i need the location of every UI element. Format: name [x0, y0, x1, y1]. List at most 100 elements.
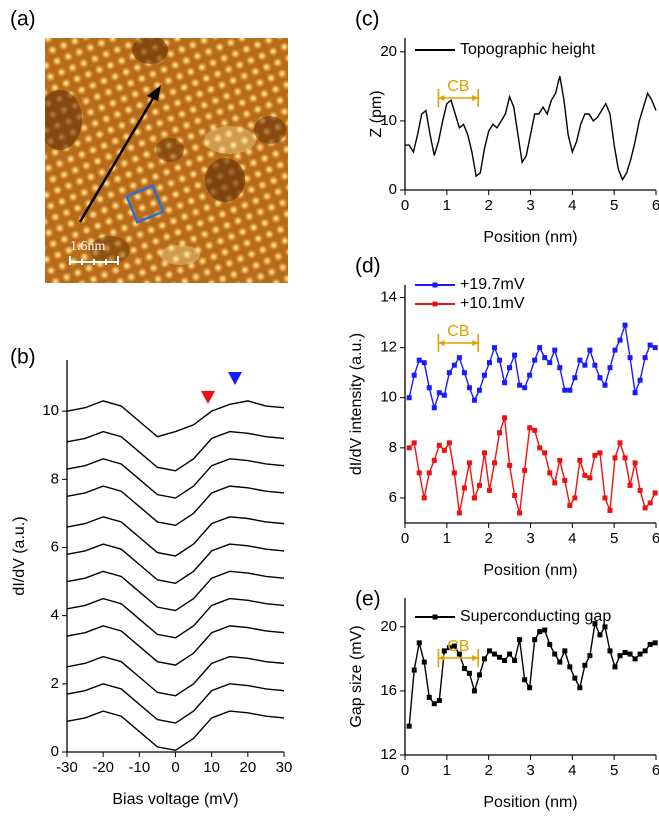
x-tick-label: -30 [56, 759, 78, 776]
data-point [522, 467, 528, 473]
data-point [602, 624, 608, 630]
x-tick-label: 4 [568, 197, 576, 214]
data-point [607, 365, 613, 371]
x-tick-label: 4 [568, 530, 576, 547]
data-point [426, 385, 432, 391]
data-point [567, 664, 573, 670]
data-point [612, 455, 618, 461]
data-point [517, 382, 523, 388]
data-point [612, 664, 618, 670]
y-tick-label: 2 [51, 675, 59, 692]
data-point [542, 627, 548, 633]
data-point [637, 651, 643, 657]
x-axis-title: Bias voltage (mV) [112, 791, 238, 808]
data-point [461, 370, 467, 376]
x-tick-label: 2 [484, 197, 492, 214]
data-point [567, 502, 573, 508]
x-tick-label: 3 [526, 530, 534, 547]
y-tick-label: 0 [51, 743, 59, 760]
data-point [502, 657, 508, 663]
panel-label: (c) [355, 8, 380, 31]
data-point [421, 659, 427, 665]
series-line [66, 400, 285, 438]
series-line [66, 430, 285, 472]
data-point [507, 651, 513, 657]
dark-patch [205, 158, 245, 202]
data-point [627, 482, 633, 488]
data-point [466, 670, 472, 676]
cb-label: CB [447, 78, 469, 95]
data-point [602, 495, 608, 501]
scale-bar [69, 256, 119, 265]
data-point [537, 629, 543, 635]
x-tick-label: -10 [128, 759, 150, 776]
data-point [481, 450, 487, 456]
data-point [411, 372, 417, 378]
y-tick-label: 12 [380, 746, 397, 763]
data-point [481, 656, 487, 662]
arrow-line [78, 94, 157, 223]
x-tick-label: 6 [652, 762, 659, 779]
x-tick-label: 5 [610, 762, 618, 779]
data-point [607, 507, 613, 513]
data-point [441, 392, 447, 398]
x-tick-label: -20 [92, 759, 114, 776]
data-point [652, 345, 658, 351]
x-tick-label: 5 [610, 197, 618, 214]
x-tick-label: 2 [484, 762, 492, 779]
data-point [652, 490, 658, 496]
data-point [597, 450, 603, 456]
x-axis-title: Position (nm) [483, 229, 577, 246]
x-tick-label: 6 [652, 530, 659, 547]
data-point [446, 370, 452, 376]
legend-label: Superconducting gap [460, 608, 611, 625]
data-point [441, 648, 447, 654]
x-tick-label: 2 [484, 530, 492, 547]
data-point [607, 648, 613, 654]
data-point [451, 470, 457, 476]
data-point [587, 653, 593, 659]
x-tick-label: 3 [526, 197, 534, 214]
data-point [552, 347, 558, 353]
data-point [497, 357, 503, 363]
x-tick-label: 30 [276, 759, 293, 776]
series-line [66, 570, 285, 612]
data-point [406, 723, 412, 729]
y-tick-label: 20 [380, 618, 397, 635]
data-point [557, 457, 563, 463]
data-point [441, 447, 447, 453]
data-point [597, 375, 603, 381]
x-tick-label: 5 [610, 530, 618, 547]
dark-patch [45, 90, 82, 150]
data-point [647, 342, 653, 348]
y-tick-label: 10 [42, 402, 59, 419]
scale-bar-label: 1.6nm [70, 239, 106, 254]
legend-marker [432, 614, 438, 620]
series-line [408, 621, 656, 727]
data-point [507, 462, 513, 468]
data-point [602, 382, 608, 388]
x-tick-label: 0 [401, 530, 409, 547]
data-point [421, 360, 427, 366]
y-tick-label: 16 [380, 682, 397, 699]
panel-label: (d) [355, 255, 381, 278]
data-point [512, 492, 518, 498]
data-point [476, 672, 482, 678]
data-point [562, 387, 568, 393]
data-point [547, 360, 553, 366]
data-point [522, 677, 528, 683]
unit-cell-box [125, 184, 165, 224]
y-axis-title: Z (pm) [368, 90, 385, 137]
dark-patch [90, 236, 130, 264]
y-tick-label: 6 [389, 489, 397, 506]
series-line [66, 543, 285, 585]
data-point [542, 450, 548, 456]
legend-marker [432, 301, 438, 307]
data-point [487, 487, 493, 493]
data-point [426, 470, 432, 476]
data-point [532, 357, 538, 363]
data-point [527, 425, 533, 431]
data-point [406, 445, 412, 451]
y-tick-label: 14 [380, 288, 397, 305]
